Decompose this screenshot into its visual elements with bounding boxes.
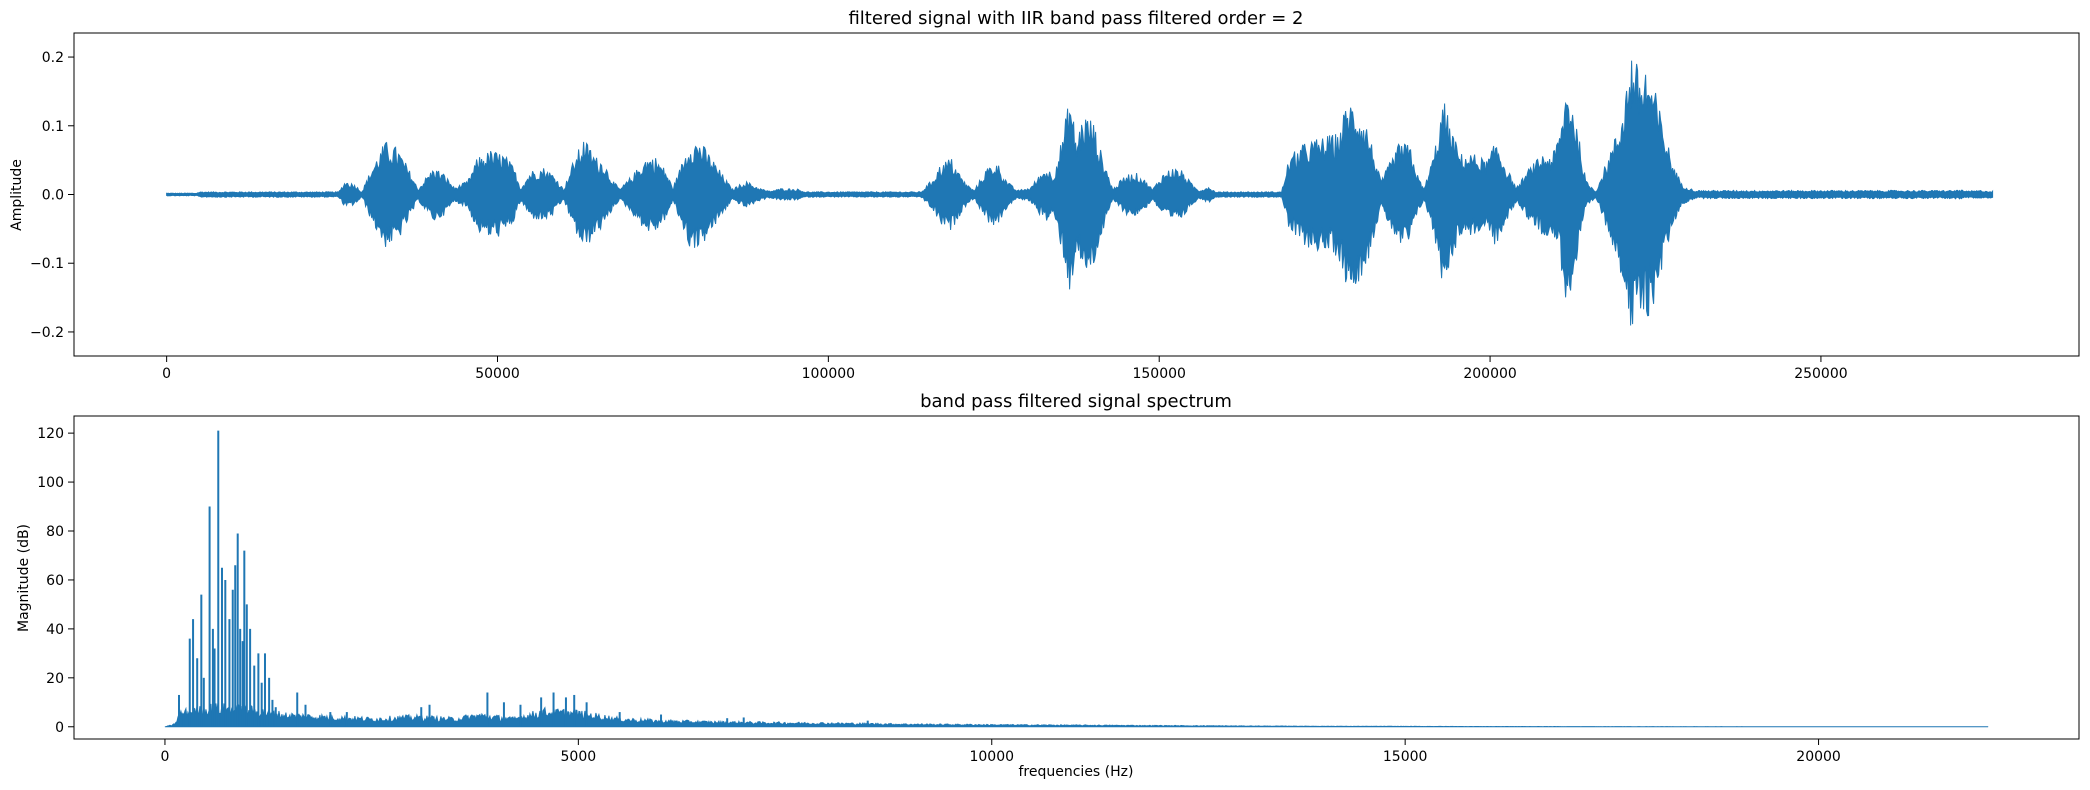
x-tick-label: 10000 [969,749,1014,765]
x-tick-label: 50000 [475,366,520,382]
x-tick-label: 0 [162,366,171,382]
x-tick-label: 0 [160,749,169,765]
x-axis-label: frequencies (Hz) [1019,764,1134,780]
y-tick-label: 0.0 [42,188,64,204]
chart-amplitude: filtered signal with IIR band pass filte… [9,8,2080,382]
x-tick-label: 20000 [1796,749,1841,765]
y-tick-label: 120 [37,426,64,442]
axis-ticks: 0 5000 10000 15000 20000 0 20 40 60 80 100 120 [37,426,1841,765]
y-tick-label: −0.1 [30,256,64,272]
plot-frame [73,415,2080,740]
chart-title: band pass filtered signal spectrum [920,391,1232,412]
x-tick-label: 100000 [802,366,855,382]
y-axis-label: Amplitude [9,159,25,231]
x-tick-label: 200000 [1463,366,1516,382]
y-tick-label: 20 [46,671,64,687]
y-axis-label: Magnitude (dB) [16,524,32,632]
x-tick-label: 150000 [1132,366,1185,382]
x-tick-label: 15000 [1383,749,1428,765]
y-tick-label: 80 [46,524,64,540]
spectrum-band [164,703,1989,728]
signal-waveform [166,60,1994,326]
spectrum-peaks [178,430,869,727]
y-tick-label: 0.1 [42,119,64,135]
chart-spectrum: band pass filtered signal spectrum 0 5000… [16,391,2080,780]
y-tick-label: 100 [37,475,64,491]
x-tick-label: 250000 [1794,366,1847,382]
x-tick-label: 5000 [561,749,597,765]
y-tick-label: 0 [55,720,64,736]
y-tick-label: 60 [46,573,64,589]
chart-title: filtered signal with IIR band pass filte… [848,8,1303,29]
y-tick-label: −0.2 [30,325,64,341]
axis-ticks: 0 50000 100000 150000 200000 250000 −0.2 −0.1 0.… [30,50,1848,382]
y-tick-label: 0.2 [42,50,64,66]
y-tick-label: 40 [46,622,64,638]
